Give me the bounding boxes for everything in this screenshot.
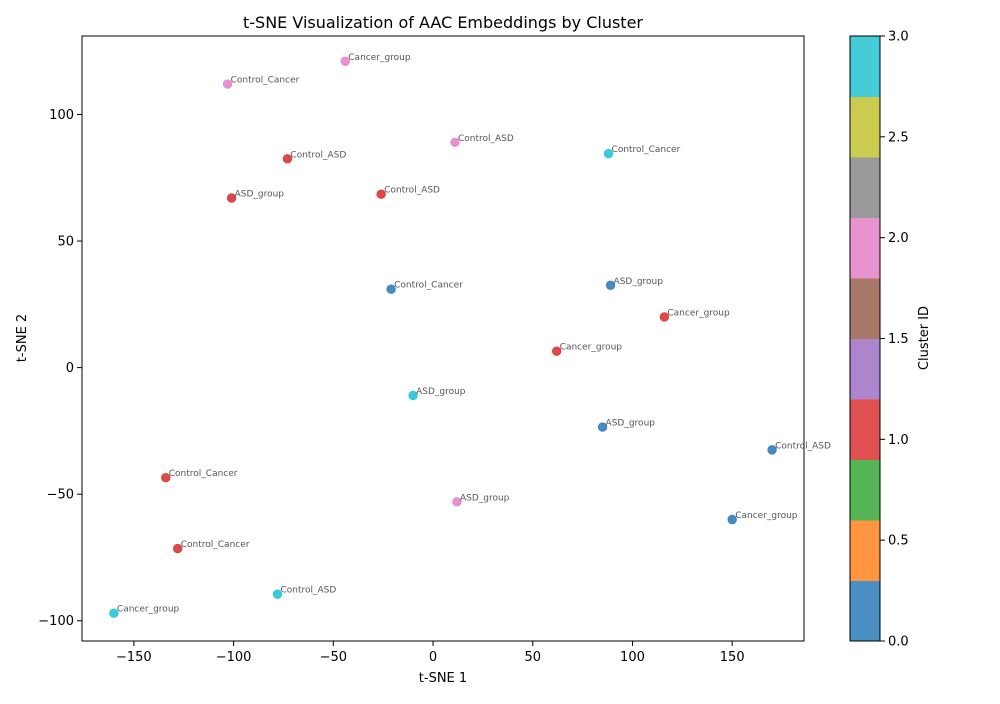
y-tick-label: −100 xyxy=(38,614,74,629)
point-label: Cancer_group xyxy=(348,53,411,63)
colorbar: 0.0 0.5 1.0 1.5 2.0 2.5 3.0 xyxy=(849,30,909,650)
point-label: ASD_group xyxy=(460,493,510,503)
x-tick-label: 0 xyxy=(429,650,437,665)
scatter-point xyxy=(272,589,283,599)
colorbar-tick-label: 2.5 xyxy=(888,130,909,145)
scatter-point xyxy=(603,149,614,159)
x-tick-label: −50 xyxy=(320,650,347,665)
scatter-point xyxy=(226,193,237,203)
scatter-point xyxy=(727,514,737,525)
scatter-point xyxy=(605,280,616,291)
point-label: Control_ASD xyxy=(775,441,831,451)
point-label: ASD_group xyxy=(614,277,664,287)
scatter-point xyxy=(597,422,608,432)
point-label: ASD_group xyxy=(235,190,285,200)
x-tick-label: −100 xyxy=(216,650,252,665)
point-label: Control_Cancer xyxy=(612,145,681,155)
point-label: Cancer_group xyxy=(117,605,180,615)
colorbar-tick-label: 1.0 xyxy=(888,433,909,448)
x-tick-label: 100 xyxy=(620,650,645,665)
x-tick-label: 150 xyxy=(720,650,745,665)
colorbar-tick-label: 1.5 xyxy=(888,332,909,347)
point-label: Control_Cancer xyxy=(169,469,238,479)
y-tick-label: 0 xyxy=(66,361,74,376)
scatter-point xyxy=(173,543,183,554)
y-axis-label: t-SNE 2 xyxy=(15,314,30,362)
colorbar-band xyxy=(850,520,880,581)
scatter-point xyxy=(109,608,119,618)
scatter-point xyxy=(161,473,171,483)
colorbar-band xyxy=(850,338,880,400)
scatter-point xyxy=(767,445,777,455)
scatter-point xyxy=(282,154,293,164)
plot-area: −150 −100 −50 0 50 100 150 −100 −50 0 50 100 Cancer_… xyxy=(38,53,831,665)
colorbar-band xyxy=(850,399,880,460)
point-label: ASD_group xyxy=(416,387,466,397)
x-tick-label: −150 xyxy=(116,650,152,665)
scatter-point xyxy=(376,189,386,199)
point-label: Control_Cancer xyxy=(231,76,300,86)
point-label: Control_ASD xyxy=(384,186,440,196)
colorbar-band xyxy=(850,278,880,339)
scatter-point xyxy=(340,56,350,67)
point-label: Control_Cancer xyxy=(394,281,463,291)
point-label: Cancer_group xyxy=(735,511,798,521)
point-label: ASD_group xyxy=(606,419,656,429)
scatter-point xyxy=(408,390,418,401)
colorbar-tick-label: 2.0 xyxy=(888,231,909,246)
colorbar-band xyxy=(850,580,880,642)
colorbar-tick-label: 0.0 xyxy=(888,635,909,650)
chart-title: t-SNE Visualization of AAC Embeddings by… xyxy=(243,13,643,32)
point-label: Cancer_group xyxy=(667,308,730,318)
scatter-point xyxy=(450,137,460,148)
plot-frame xyxy=(81,35,805,642)
colorbar-tick-label: 3.0 xyxy=(888,30,909,45)
point-label: Control_ASD xyxy=(290,150,346,160)
y-tick-label: 50 xyxy=(57,235,74,250)
x-axis-label: t-SNE 1 xyxy=(419,671,467,686)
colorbar-band xyxy=(850,217,880,279)
point-label: Control_Cancer xyxy=(181,540,250,550)
y-tick-label: 100 xyxy=(49,108,74,123)
point-label: Cancer_group xyxy=(560,343,623,353)
x-tick-label: 50 xyxy=(524,650,541,665)
colorbar-band xyxy=(850,96,880,158)
colorbar-band xyxy=(850,157,880,218)
scatter-point xyxy=(386,284,396,294)
y-tick-label: −50 xyxy=(47,488,74,503)
point-label: Control_ASD xyxy=(280,586,336,596)
scatter-point xyxy=(551,346,562,356)
point-label: Control_ASD xyxy=(458,134,514,144)
scatter-point xyxy=(659,312,670,322)
scatter-point xyxy=(452,497,462,507)
colorbar-tick-label: 0.5 xyxy=(888,534,909,549)
scatter-point xyxy=(222,79,233,89)
colorbar-band xyxy=(850,36,880,97)
colorbar-label: Cluster ID xyxy=(917,306,932,370)
colorbar-band xyxy=(850,459,880,521)
